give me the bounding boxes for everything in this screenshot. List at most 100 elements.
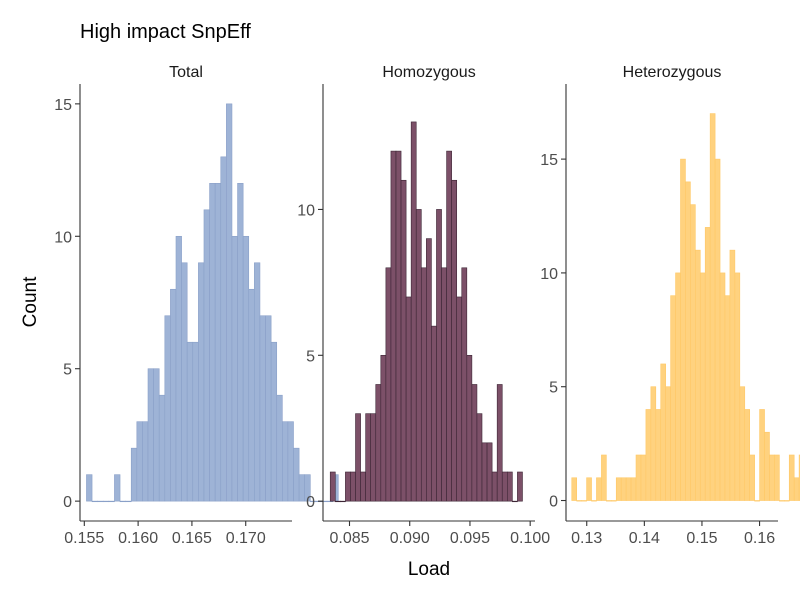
histogram-bar-homozygous xyxy=(345,471,351,502)
histogram-bar-homozygous xyxy=(517,471,523,502)
histogram-bar-homozygous xyxy=(350,471,356,502)
histogram-bar-heterozygous xyxy=(635,454,642,501)
y-tick-label: 5 xyxy=(549,380,558,397)
histogram-bar-heterozygous xyxy=(793,477,800,501)
histogram-bar-heterozygous xyxy=(680,158,686,501)
histogram-bar-heterozygous xyxy=(734,272,741,501)
histogram-bar-heterozygous xyxy=(764,431,770,501)
histogram-bar-heterozygous xyxy=(759,409,765,501)
x-tick-label: 0.095 xyxy=(450,530,490,547)
y-tick-label: 0 xyxy=(63,494,72,511)
panel-homozygous: Homozygous 0.085 0.090 0.095 0.100 0 5 10 xyxy=(297,64,550,547)
histogram-bar-total xyxy=(265,315,272,502)
y-tick-label: 5 xyxy=(306,348,315,365)
histogram-bar-heterozygous xyxy=(596,477,602,501)
histogram-bar-homozygous xyxy=(329,471,336,502)
histogram-bar-homozygous xyxy=(360,471,366,502)
histogram-bar-total xyxy=(130,447,138,502)
histogram-bar-heterozygous xyxy=(724,295,731,501)
histogram-bar-heterozygous xyxy=(610,500,617,502)
y-tick-label: 10 xyxy=(54,229,72,246)
histogram-bars-heterozygous xyxy=(571,113,800,502)
histogram-bar-total xyxy=(242,235,250,502)
histogram-bar-heterozygous xyxy=(685,181,691,501)
histogram-bar-homozygous xyxy=(436,209,442,502)
histogram-bar-total xyxy=(254,262,261,502)
histogram-bar-homozygous xyxy=(395,150,402,502)
histogram-bar-heterozygous xyxy=(729,249,736,501)
histogram-bar-heterozygous xyxy=(774,454,780,501)
histogram-bar-total xyxy=(214,183,222,502)
histogram-bar-heterozygous xyxy=(591,500,597,502)
ticks-total: 0.155 0.160 0.165 0.170 0 5 10 15 xyxy=(54,97,266,547)
histogram-bar-heterozygous xyxy=(625,477,632,501)
histogram-bar-homozygous xyxy=(456,296,463,502)
histogram-bar-homozygous xyxy=(380,354,387,502)
histogram-bar-heterozygous xyxy=(571,477,578,501)
histogram-bar-homozygous xyxy=(370,413,377,502)
histogram-bar-heterozygous xyxy=(660,363,666,501)
panel-title-heterozygous: Heterozygous xyxy=(623,64,722,81)
histogram-bar-total xyxy=(147,368,154,502)
histogram-bar-heterozygous xyxy=(783,500,790,502)
histogram-bar-total xyxy=(226,103,233,502)
histogram-bar-heterozygous xyxy=(704,227,711,501)
histogram-bar-heterozygous xyxy=(655,409,662,501)
histogram-bar-heterozygous xyxy=(630,477,637,501)
histogram-bar-heterozygous xyxy=(640,454,647,501)
histogram-bar-heterozygous xyxy=(620,477,627,501)
histogram-bar-heterozygous xyxy=(601,454,607,501)
histogram-bar-homozygous xyxy=(471,384,478,502)
histogram-bar-total xyxy=(248,288,255,502)
histogram-bar-heterozygous xyxy=(576,500,582,502)
histogram-bar-homozygous xyxy=(491,471,498,502)
panel-title-total: Total xyxy=(169,64,203,81)
y-tick-label: 10 xyxy=(297,202,315,219)
y-tick-label: 15 xyxy=(54,97,72,114)
x-tick-label: 0.085 xyxy=(329,530,369,547)
histogram-bar-total xyxy=(175,235,182,502)
x-tick-label: 0.14 xyxy=(629,530,660,547)
histogram-bar-homozygous xyxy=(501,471,508,502)
histogram-bar-homozygous xyxy=(420,267,427,502)
histogram-bar-homozygous xyxy=(466,354,473,502)
histogram-bar-total xyxy=(153,368,160,502)
histogram-bar-total xyxy=(203,209,210,502)
x-tick-label: 0.090 xyxy=(390,530,430,547)
panel-total: Total 0.155 0.160 0.165 0.170 0 5 10 15 xyxy=(54,64,339,547)
histogram-bar-heterozygous xyxy=(586,477,592,501)
y-tick-label: 15 xyxy=(540,152,558,169)
histogram-bar-heterozygous xyxy=(670,295,676,501)
histogram-bar-homozygous xyxy=(415,209,422,502)
histogram-bar-total xyxy=(298,474,306,502)
histogram-bar-total xyxy=(158,394,166,502)
histogram-bar-homozygous xyxy=(355,413,361,502)
x-tick-label: 0.165 xyxy=(172,530,212,547)
histogram-bar-heterozygous xyxy=(788,454,795,501)
histogram-bar-total xyxy=(86,474,93,502)
x-axis-title: Load xyxy=(408,559,450,580)
histogram-bar-homozygous xyxy=(405,296,412,502)
histogram-bar-total xyxy=(119,500,126,503)
y-tick-label: 5 xyxy=(63,362,72,379)
histogram-bar-heterozygous xyxy=(690,204,696,501)
histogram-bar-homozygous xyxy=(441,267,447,502)
histogram-bar-heterozygous xyxy=(699,272,706,501)
histogram-bar-total xyxy=(282,421,289,502)
x-tick-label: 0.16 xyxy=(744,530,775,547)
histogram-bar-total xyxy=(114,474,121,502)
histogram-bar-homozygous xyxy=(506,471,513,502)
x-tick-label: 0.170 xyxy=(226,530,266,547)
histogram-bar-homozygous xyxy=(334,500,341,503)
histogram-bar-heterozygous xyxy=(645,409,652,501)
histogram-bar-heterozygous xyxy=(665,386,671,501)
histogram-bar-homozygous xyxy=(400,179,407,502)
histogram-bar-total xyxy=(231,235,238,502)
histogram-bar-total xyxy=(259,315,266,502)
figure-title: High impact SnpEff xyxy=(80,21,251,43)
histogram-bar-homozygous xyxy=(365,413,372,502)
histogram-bar-homozygous xyxy=(375,384,382,502)
histogram-bar-homozygous xyxy=(481,442,488,502)
histogram-bar-total xyxy=(293,447,300,502)
histogram-bar-total xyxy=(142,421,149,502)
